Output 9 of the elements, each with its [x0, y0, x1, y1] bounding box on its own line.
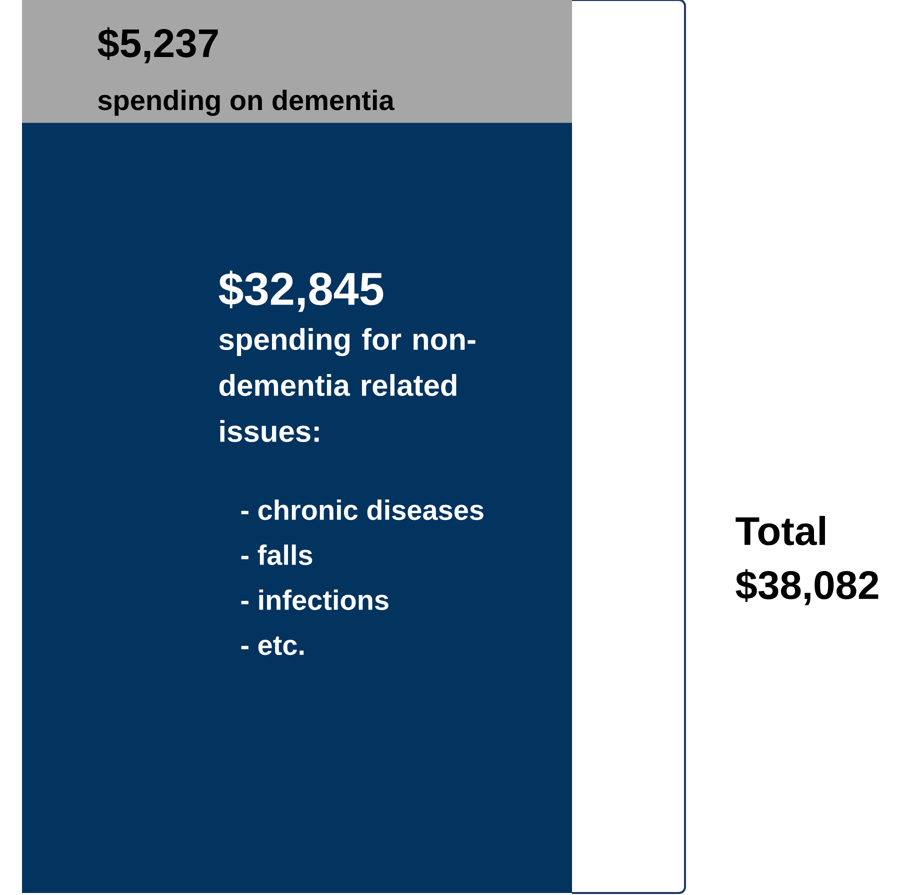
- data-label: $32,845: [218, 270, 384, 312]
- series-label: spending on dementia: [98, 90, 395, 116]
- annotation: - etc.: [241, 636, 304, 656]
- data-label: $5,237: [98, 27, 218, 64]
- text: Total $38,082: [736, 516, 878, 606]
- annotation: - falls: [241, 544, 312, 566]
- annotation: - infections: [241, 590, 388, 610]
- series-label: spending for non-dementia related issues:: [219, 328, 476, 442]
- annotation: - chronic diseases: [241, 500, 484, 520]
